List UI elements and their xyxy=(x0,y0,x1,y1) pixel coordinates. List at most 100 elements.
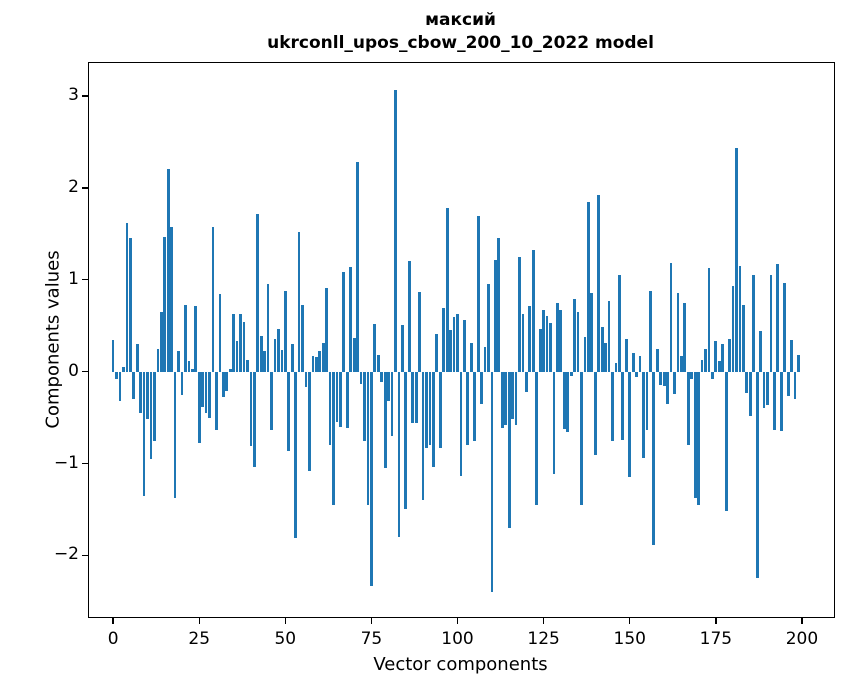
bar xyxy=(500,371,504,428)
x-tick-label: 0 xyxy=(107,629,119,649)
bar xyxy=(115,371,118,380)
bar xyxy=(256,213,260,372)
bar xyxy=(793,371,797,400)
bar xyxy=(449,330,453,372)
bar xyxy=(755,371,759,579)
bar xyxy=(201,371,205,407)
bar xyxy=(301,304,304,372)
bar xyxy=(497,238,501,372)
bar xyxy=(635,371,638,378)
bar xyxy=(335,371,339,423)
bar xyxy=(686,371,690,446)
bar xyxy=(469,343,473,372)
bar xyxy=(266,284,270,372)
x-tick-mark xyxy=(542,618,545,625)
bar xyxy=(511,371,515,419)
bar xyxy=(232,313,236,372)
bar xyxy=(552,371,556,474)
bar xyxy=(325,288,329,372)
x-tick-label: 25 xyxy=(188,629,211,649)
x-tick-label: 75 xyxy=(360,629,383,649)
bar xyxy=(318,350,322,372)
bar xyxy=(445,208,449,372)
x-tick-mark xyxy=(198,618,200,625)
bar xyxy=(666,371,669,404)
bar xyxy=(535,371,539,505)
bar xyxy=(363,371,366,441)
bar xyxy=(483,346,487,372)
bar xyxy=(190,368,194,372)
x-tick-mark xyxy=(370,618,373,625)
bar xyxy=(452,317,456,372)
bar xyxy=(128,238,132,372)
bar xyxy=(597,195,601,372)
bar xyxy=(270,371,273,431)
x-axis-label: Vector components xyxy=(373,654,548,675)
bar xyxy=(662,371,666,387)
bar xyxy=(332,371,335,505)
bar xyxy=(339,371,342,427)
bar xyxy=(273,338,277,372)
bar xyxy=(373,323,377,372)
bar xyxy=(252,371,256,468)
bar xyxy=(442,308,446,372)
bar xyxy=(762,371,766,409)
bar xyxy=(728,338,731,372)
bar xyxy=(194,306,198,372)
bar xyxy=(135,344,139,372)
bar xyxy=(580,371,583,505)
bar xyxy=(277,329,280,372)
bar xyxy=(480,371,484,404)
x-tick-label: 50 xyxy=(274,629,297,649)
x-tick-label: 125 xyxy=(527,629,560,649)
x-tick-mark xyxy=(801,618,803,625)
bar xyxy=(476,215,480,372)
y-tick-label: 2 xyxy=(68,176,79,197)
bar xyxy=(463,320,466,372)
plot-area: 0 25 50 75 100 125 150 175 200 3 2 1 0 −1 −2 xyxy=(54,62,835,649)
bar xyxy=(208,371,211,418)
bar xyxy=(418,291,422,372)
bar xyxy=(149,371,153,459)
bar xyxy=(562,371,566,429)
y-tick-mark xyxy=(81,462,88,465)
bar xyxy=(177,351,180,372)
bar xyxy=(456,313,459,372)
bar xyxy=(356,162,360,372)
bar xyxy=(676,292,680,372)
bar xyxy=(693,371,697,499)
bar xyxy=(631,353,635,372)
bar xyxy=(683,302,687,372)
bar xyxy=(407,261,411,372)
bar xyxy=(704,348,707,372)
bar xyxy=(139,371,143,414)
bar xyxy=(142,371,146,496)
bar xyxy=(166,168,170,372)
bar xyxy=(153,371,156,441)
x-tick-label: 150 xyxy=(613,629,646,649)
bar xyxy=(556,302,559,372)
bar xyxy=(242,322,246,372)
bar xyxy=(724,371,728,512)
bar xyxy=(163,236,167,372)
bar xyxy=(235,341,239,372)
bar xyxy=(401,324,404,372)
bar xyxy=(797,355,800,372)
bar xyxy=(397,371,401,538)
bar xyxy=(246,359,249,372)
bar xyxy=(573,299,577,372)
bar xyxy=(593,371,597,456)
bar xyxy=(514,371,518,425)
bar xyxy=(700,359,704,372)
bar xyxy=(707,267,711,372)
bar xyxy=(659,371,663,385)
bar xyxy=(769,275,773,372)
bar xyxy=(228,368,232,372)
y-tick-mark xyxy=(81,279,88,281)
bar xyxy=(125,222,129,372)
bar xyxy=(473,371,477,441)
bar xyxy=(118,371,122,402)
bar xyxy=(390,371,394,436)
bar xyxy=(421,371,425,501)
